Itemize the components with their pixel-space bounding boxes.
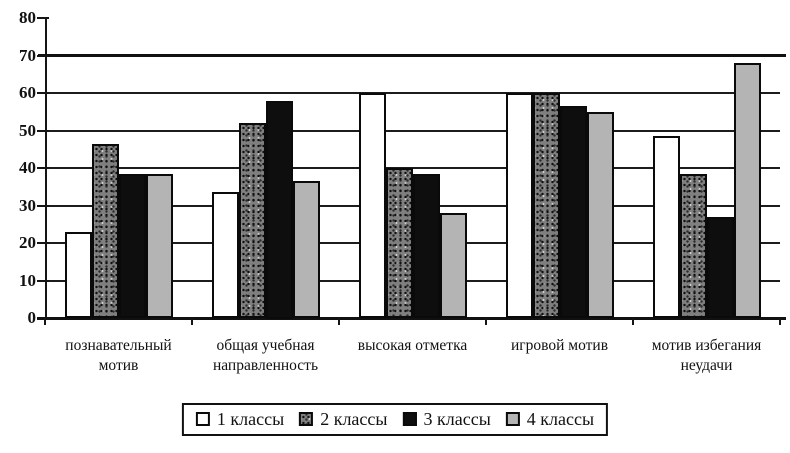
category-label-line: мотив избегания <box>651 337 762 354</box>
bar-series-1-group-2 <box>212 192 239 318</box>
y-axis-tick-10 <box>37 280 49 282</box>
gridline-50 <box>38 130 780 132</box>
category-label-3: высокая отметка <box>339 336 486 356</box>
bar-series-2-group-3 <box>386 168 413 318</box>
category-label-line: общая учебная <box>216 337 315 354</box>
bar-series-2-group-2 <box>239 123 266 318</box>
bar-series-1-group-5 <box>653 136 680 318</box>
x-axis-tick-5 <box>779 318 781 325</box>
category-label-5: мотив избегания неудачи <box>633 336 780 376</box>
x-axis-tick-0 <box>44 318 46 325</box>
legend-item-1: 1 классы <box>195 409 285 429</box>
y-axis-tick-80 <box>37 17 49 19</box>
category-label-line: игровой мотив <box>510 337 609 354</box>
bar-series-1-group-1 <box>65 232 92 318</box>
category-label-line: познавательный <box>65 337 172 354</box>
x-axis-tick-2 <box>338 318 340 325</box>
legend-item-4: 4 классы <box>505 409 595 429</box>
bar-series-1-group-3 <box>359 93 386 318</box>
legend-item-3: 3 классы <box>402 409 491 429</box>
bar-series-4-group-3 <box>440 213 467 318</box>
bar-series-4-group-4 <box>587 112 614 318</box>
category-label-4: игровой мотив <box>486 336 633 356</box>
y-axis-label-20: 20 <box>19 233 36 252</box>
legend-label: 4 классы <box>526 409 595 429</box>
category-label-line: направленность <box>212 357 319 374</box>
legend-swatch-light-gray <box>505 412 520 426</box>
bar-series-3-group-1 <box>119 174 146 318</box>
bar-series-4-group-1 <box>146 174 173 318</box>
category-label-1: познавательный мотив <box>45 336 192 376</box>
legend-swatch-black <box>402 412 417 426</box>
y-axis-tick-70 <box>37 55 49 57</box>
gridline-70 <box>38 54 786 57</box>
y-axis-label-30: 30 <box>19 196 36 215</box>
legend: 1 классы 2 классы 3 классы 4 классы <box>181 403 609 436</box>
x-axis-tick-3 <box>485 318 487 325</box>
y-axis-tick-30 <box>37 205 49 207</box>
y-axis-tick-20 <box>37 242 49 244</box>
category-label-line: неудачи <box>680 357 733 374</box>
legend-swatch-speckled-gray <box>299 412 314 426</box>
category-label-2: общая учебная направленность <box>192 336 339 376</box>
category-label-line: мотив <box>98 357 139 374</box>
bar-series-3-group-4 <box>560 106 587 318</box>
y-axis-label-10: 10 <box>19 271 36 290</box>
bar-series-3-group-3 <box>413 174 440 318</box>
legend-label: 1 классы <box>216 409 285 429</box>
x-axis-tick-4 <box>632 318 634 325</box>
bar-series-2-group-5 <box>680 174 707 318</box>
legend-item-2: 2 классы <box>299 409 388 429</box>
legend-label: 3 классы <box>423 409 491 429</box>
y-axis-label-40: 40 <box>19 158 36 177</box>
y-axis-label-60: 60 <box>19 83 36 102</box>
legend-swatch-white <box>195 412 210 426</box>
y-axis-label-0: 0 <box>27 308 37 327</box>
y-axis-label-80: 80 <box>19 8 36 27</box>
y-axis-tick-60 <box>37 92 49 94</box>
bar-series-3-group-2 <box>266 101 293 319</box>
bar-series-4-group-5 <box>734 63 761 318</box>
x-axis-tick-1 <box>191 318 193 325</box>
bar-series-2-group-4 <box>533 93 560 318</box>
category-label-line: высокая отметка <box>357 337 468 354</box>
legend-label: 2 классы <box>320 409 388 429</box>
y-axis-label-70: 70 <box>19 46 36 65</box>
bar-series-2-group-1 <box>92 144 119 318</box>
x-axis <box>37 317 786 320</box>
y-axis-tick-50 <box>37 130 49 132</box>
y-axis-label-50: 50 <box>19 121 36 140</box>
bar-series-3-group-5 <box>707 217 734 318</box>
y-axis-tick-40 <box>37 167 49 169</box>
gridline-60 <box>38 92 780 94</box>
bar-series-1-group-4 <box>506 93 533 318</box>
bar-series-4-group-2 <box>293 181 320 318</box>
